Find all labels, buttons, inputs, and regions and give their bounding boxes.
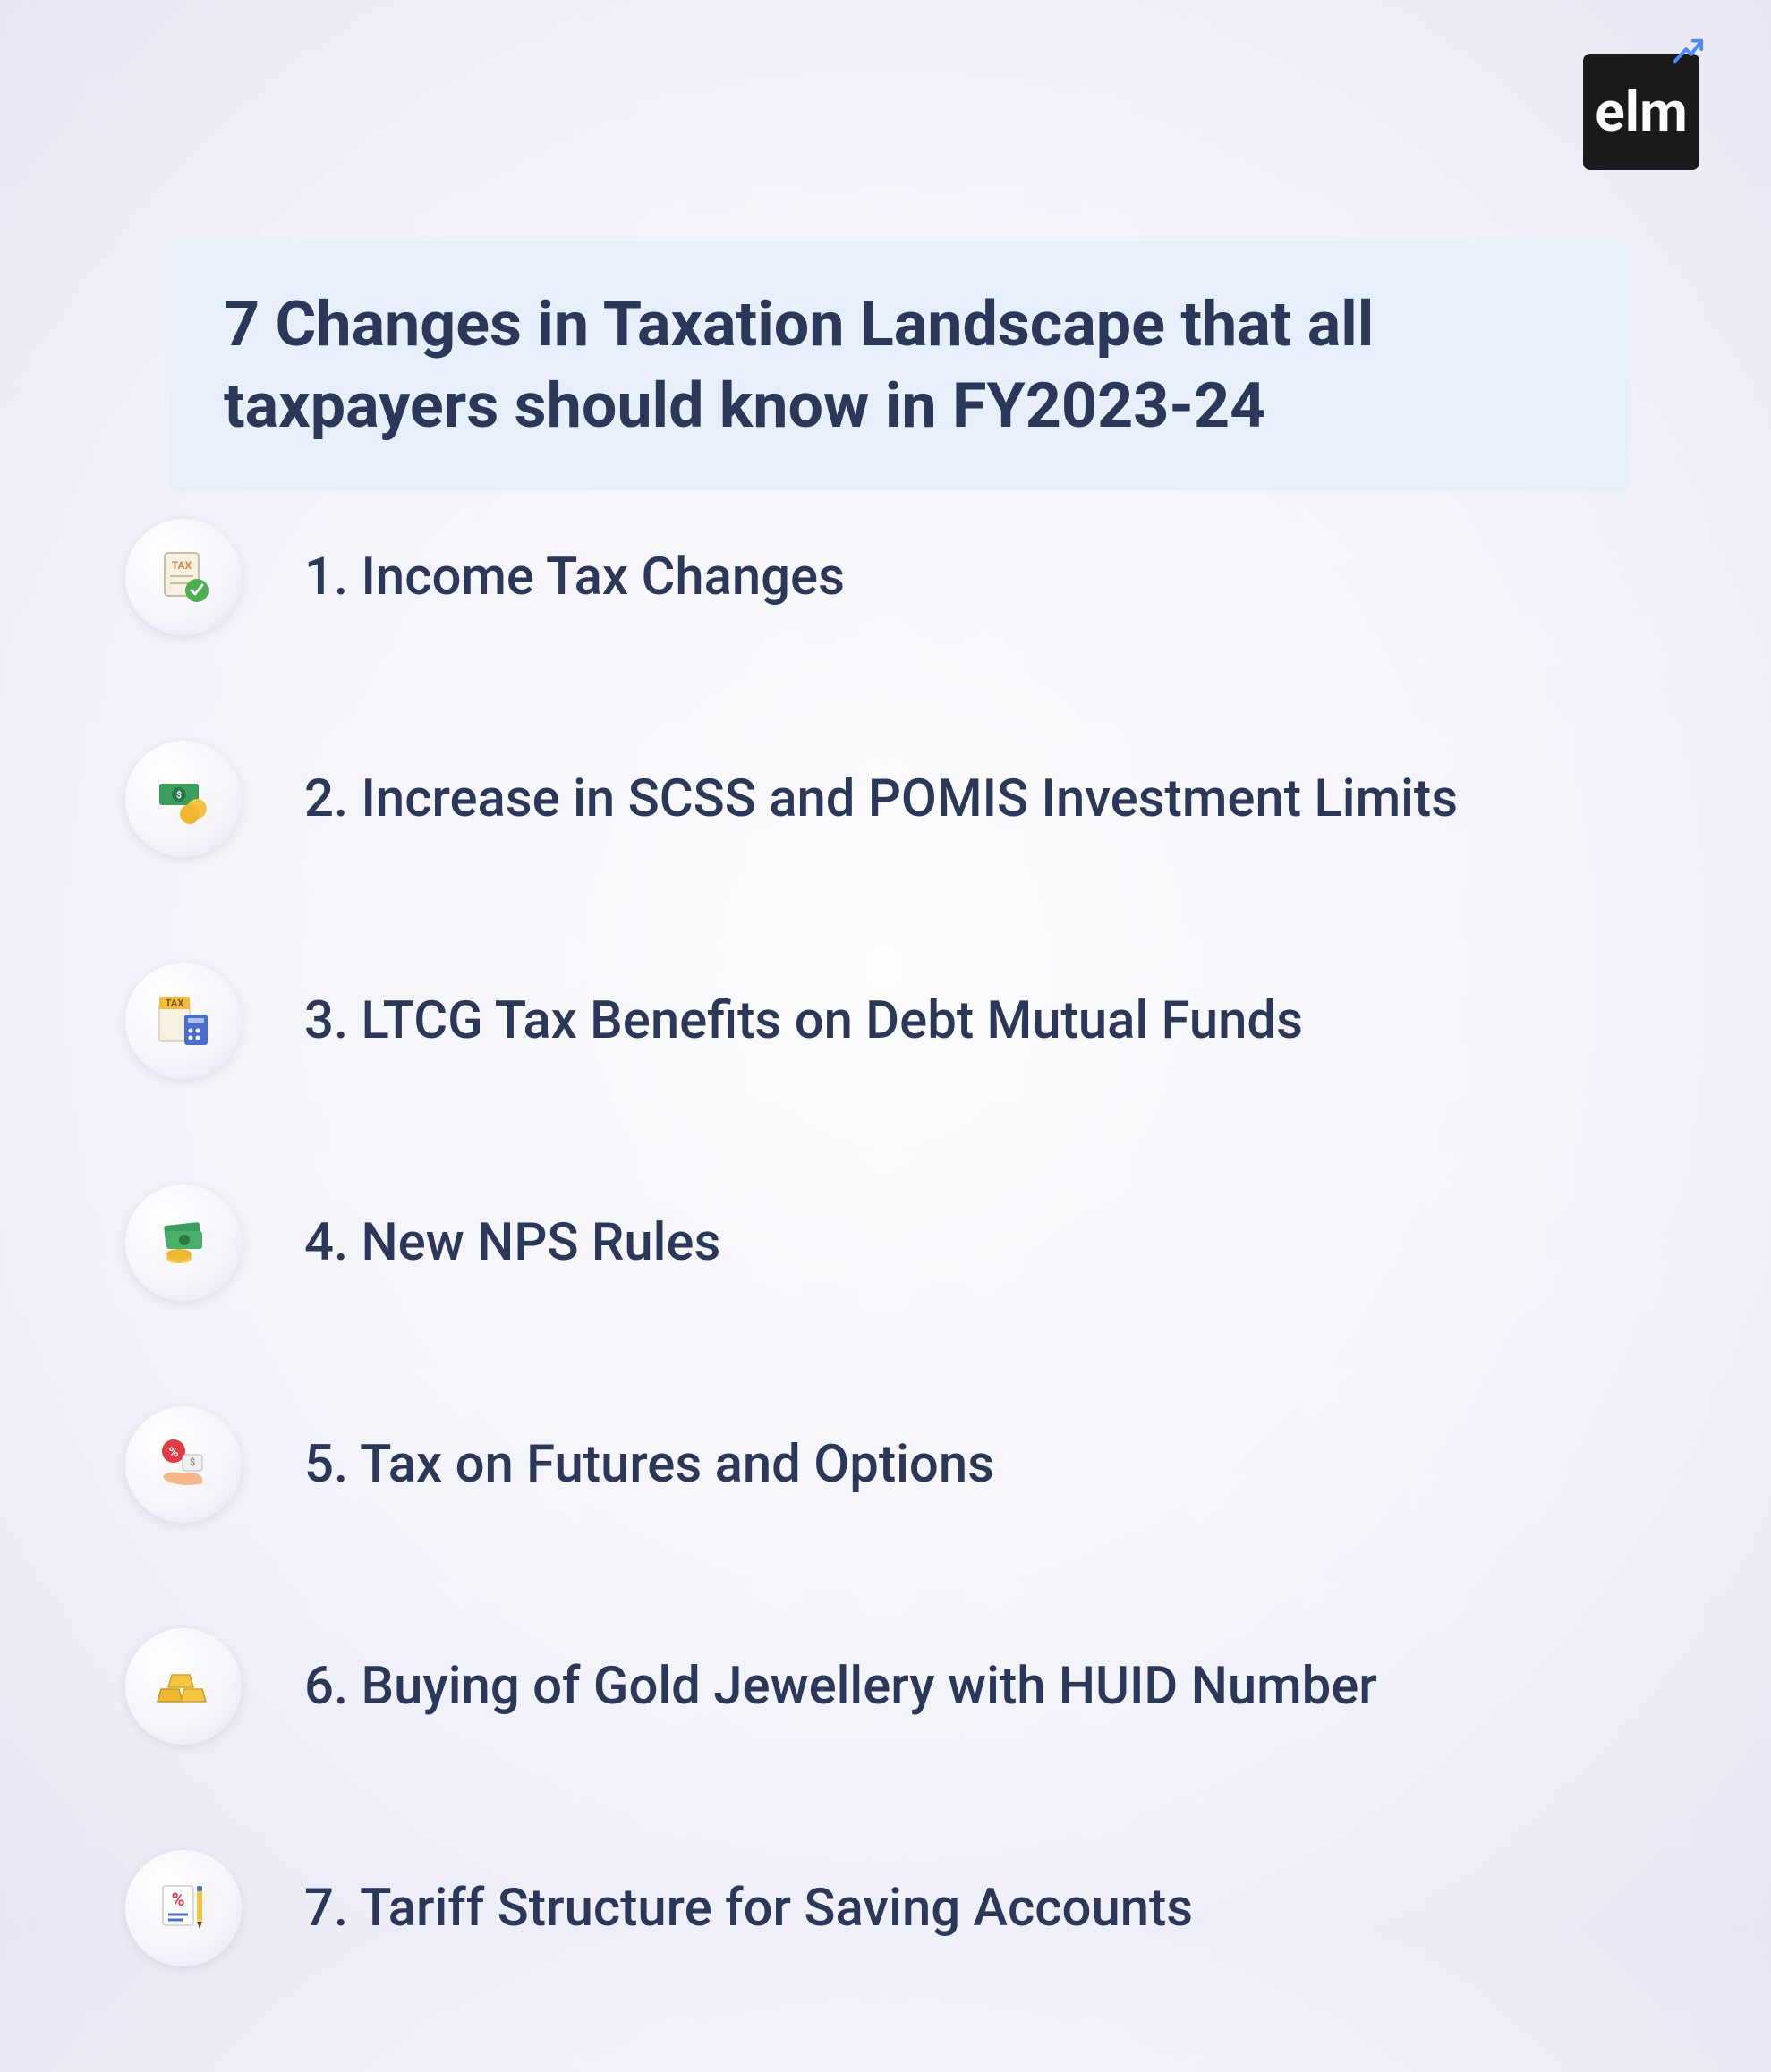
svg-text:%: %	[172, 1889, 185, 1910]
list-item: TAX 1. Income Tax Changes	[125, 519, 1664, 635]
svg-text:TAX: TAX	[166, 998, 184, 1009]
tax-check-icon: TAX	[125, 519, 242, 635]
percent-hand-icon: % $	[125, 1406, 242, 1523]
logo-arrow-icon	[1671, 34, 1705, 68]
list-item: TAX 3. LTCG Tax Benefits on Debt Mutual …	[125, 963, 1664, 1079]
percent-doc-icon: %	[125, 1850, 242, 1966]
item-label: 1. Income Tax Changes	[304, 547, 845, 607]
list-item: % 7. Tariff Structure for Saving Account…	[125, 1850, 1664, 1966]
cash-coins-icon: $	[125, 741, 242, 857]
item-label: 4. New NPS Rules	[304, 1212, 720, 1273]
item-label: 7. Tariff Structure for Saving Accounts	[304, 1878, 1193, 1939]
list-item: $ 2. Increase in SCSS and POMIS Investme…	[125, 741, 1664, 857]
list-item: 6. Buying of Gold Jewellery with HUID Nu…	[125, 1628, 1664, 1745]
item-label: 2. Increase in SCSS and POMIS Investment…	[304, 769, 1458, 829]
gold-bars-icon	[125, 1628, 242, 1745]
title-container: 7 Changes in Taxation Landscape that all…	[170, 242, 1628, 490]
logo: elm	[1583, 54, 1699, 170]
item-label: 6. Buying of Gold Jewellery with HUID Nu…	[304, 1656, 1377, 1717]
svg-text:$: $	[176, 789, 182, 801]
svg-text:%: %	[168, 1444, 178, 1460]
list-item: 4. New NPS Rules	[125, 1185, 1664, 1301]
item-label: 5. Tax on Futures and Options	[304, 1434, 994, 1495]
items-list: TAX 1. Income Tax Changes $ 2. Increase …	[125, 519, 1664, 2072]
svg-text:$: $	[190, 1456, 195, 1468]
list-item: % $ 5. Tax on Futures and Options	[125, 1406, 1664, 1523]
page-title: 7 Changes in Taxation Landscape that all…	[224, 284, 1574, 447]
money-stack-icon	[125, 1185, 242, 1301]
logo-text: elm	[1595, 80, 1688, 145]
item-label: 3. LTCG Tax Benefits on Debt Mutual Fund…	[304, 990, 1303, 1051]
tax-calc-icon: TAX	[125, 963, 242, 1079]
svg-text:TAX: TAX	[172, 559, 192, 572]
